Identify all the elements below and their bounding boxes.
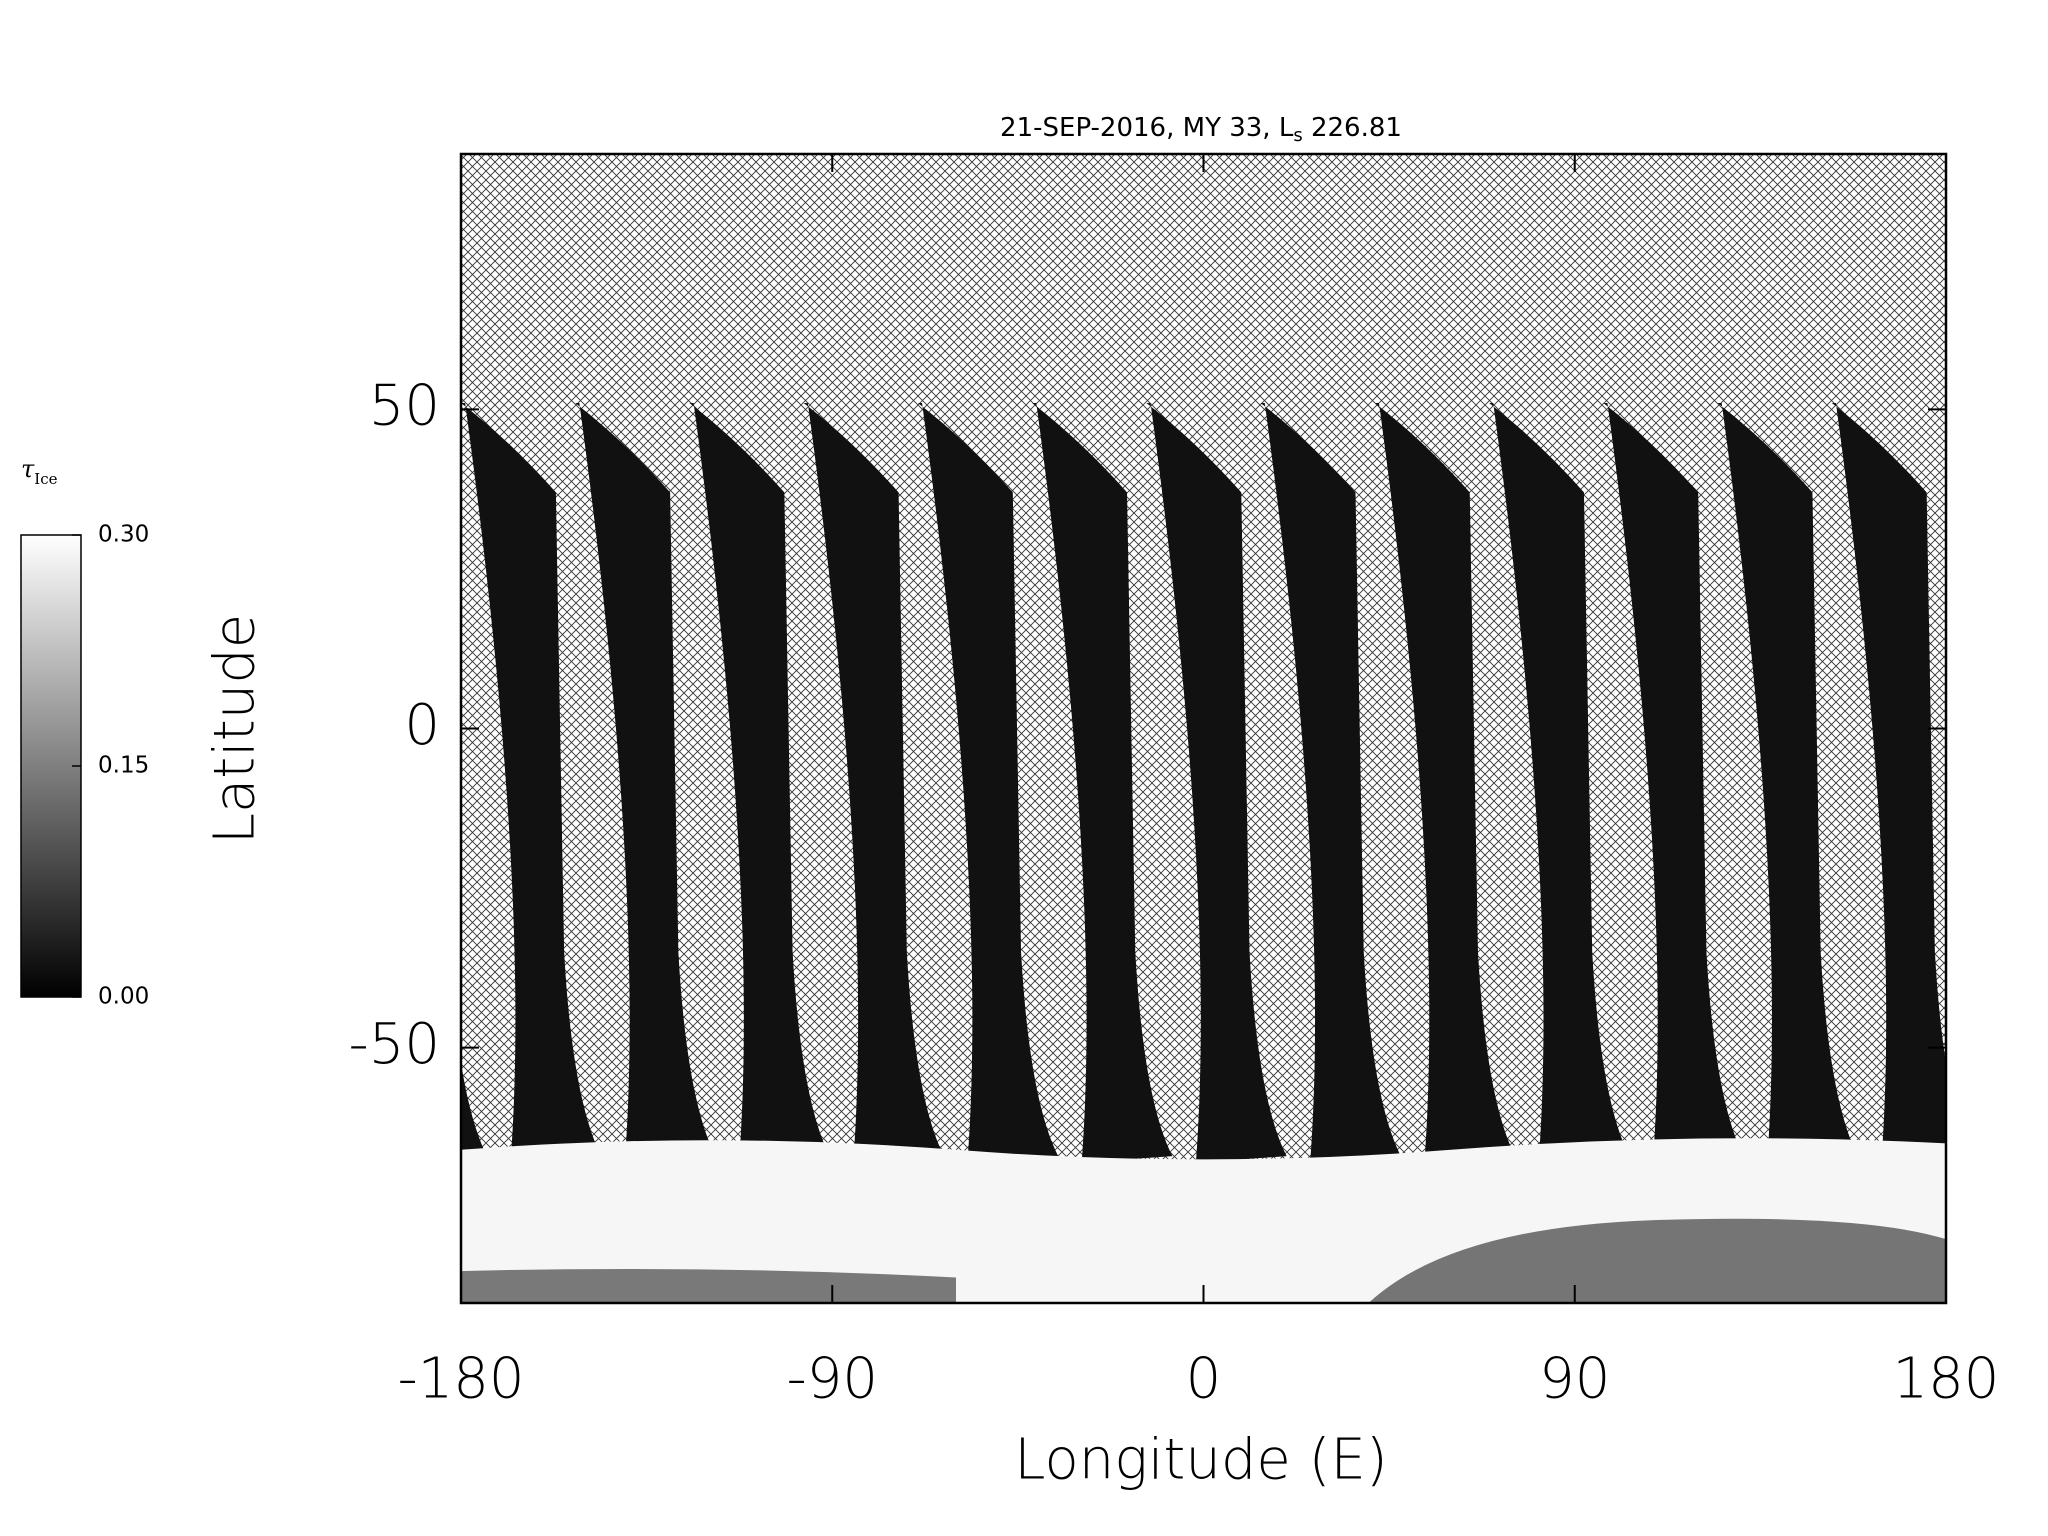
swath-hole (498, 898, 507, 942)
swath (1717, 402, 1858, 1163)
x-tick-label: 90 (1539, 1346, 1610, 1411)
swath (803, 402, 944, 1163)
swath (917, 402, 1059, 1163)
title-text: 21-SEP-2016, MY 33, L (1000, 113, 1294, 143)
swaths (384, 402, 2048, 1303)
swath-hole (1069, 898, 1078, 942)
swath (1146, 402, 1287, 1163)
colorbar (20, 534, 82, 998)
swath-hole (840, 898, 849, 942)
x-tick-label: 0 (1186, 1346, 1222, 1411)
chart-title: 21-SEP-2016, MY 33, Ls 226.81 (1000, 113, 1402, 147)
y-axis-label: Latitude (202, 614, 267, 844)
swath-hole (1412, 898, 1421, 942)
swath (461, 1062, 488, 1159)
title-text: 226.81 (1303, 113, 1402, 143)
polar-band-dark (1368, 1218, 1946, 1303)
swath-hole (726, 898, 735, 942)
x-tick-label: -180 (397, 1346, 524, 1411)
swath-hole (384, 898, 392, 942)
swath (1374, 402, 1516, 1163)
swath-hole (1754, 898, 1763, 942)
x-axis-label: Longitude (E) (1014, 1427, 1387, 1492)
colorbar-symbol: τ (21, 455, 35, 483)
swath-hole (612, 898, 621, 942)
swath-hole (955, 898, 964, 942)
y-tick-label: 0 (404, 693, 440, 758)
swath-hole (1983, 898, 1991, 942)
x-tick-label: 180 (1893, 1346, 2000, 1411)
colorbar-tick-label: 0.00 (98, 984, 149, 1010)
swath (1032, 402, 1173, 1163)
swath-hole (1869, 898, 1878, 942)
y-tick-label: 50 (369, 374, 440, 439)
swath (1946, 403, 2048, 1163)
swath (1603, 402, 1744, 1163)
y-tick-label: -50 (349, 1012, 440, 1077)
swath-hole (1297, 898, 1306, 942)
swath (461, 402, 602, 1163)
swath-hole (1526, 898, 1535, 942)
colorbar-tick-label: 0.15 (98, 753, 149, 779)
colorbar-label: τIce (21, 455, 58, 489)
swath-hole (1640, 898, 1649, 942)
swath (1489, 402, 1630, 1163)
swath-hole (1183, 898, 1192, 942)
colorbar-subscript: Ice (34, 470, 57, 488)
title-subscript: s (1293, 125, 1302, 146)
swath (1260, 402, 1401, 1163)
x-tick-label: -90 (787, 1346, 878, 1411)
swath (1831, 402, 1946, 1163)
swath (689, 402, 830, 1163)
colorbar-tick-label: 0.30 (98, 522, 149, 548)
swath (575, 402, 716, 1163)
